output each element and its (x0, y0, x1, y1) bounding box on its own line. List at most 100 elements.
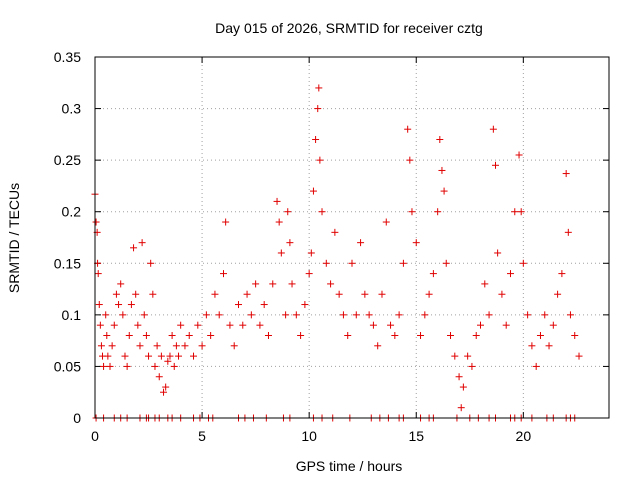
x-tick-label: 15 (408, 428, 424, 444)
data-point (517, 208, 525, 216)
data-point (315, 84, 323, 92)
y-tick-label: 0.15 (54, 255, 81, 271)
data-point (406, 156, 414, 164)
data-point (387, 321, 395, 329)
data-point (117, 280, 125, 288)
data-point (348, 259, 356, 267)
y-axis-ticks: 0 0.05 0.1 0.15 0.2 0.25 0.3 0.35 (54, 49, 609, 426)
data-point (357, 239, 365, 247)
data-point (136, 342, 144, 350)
y-tick-label: 0.2 (62, 204, 82, 220)
chart-title: Day 015 of 2026, SRMTID for receiver czt… (215, 20, 483, 36)
data-point (168, 331, 176, 339)
plot-frame (94, 56, 610, 419)
data-point (558, 270, 566, 278)
data-point (515, 151, 523, 159)
x-axis-ticks: 0 5 10 15 20 (91, 57, 531, 444)
data-point (442, 259, 450, 267)
data-point (472, 331, 480, 339)
y-tick-label: 0.05 (54, 358, 81, 374)
data-point (511, 208, 519, 216)
data-point (142, 331, 150, 339)
data-point (260, 301, 268, 309)
data-point (312, 136, 320, 144)
y-tick-label: 0.3 (62, 101, 82, 117)
data-point (207, 331, 215, 339)
data-point (284, 208, 292, 216)
data-point (256, 321, 264, 329)
data-point (125, 331, 133, 339)
grid-lines (95, 57, 609, 418)
data-point (149, 290, 157, 298)
data-point (286, 239, 294, 247)
data-point (134, 321, 142, 329)
data-point (566, 311, 574, 319)
data-point (457, 404, 465, 412)
data-point (282, 311, 290, 319)
data-point (502, 321, 510, 329)
data-point (264, 331, 272, 339)
data-point (528, 342, 536, 350)
data-point (230, 342, 238, 350)
data-point (110, 321, 118, 329)
data-point (170, 362, 178, 370)
data-point (532, 362, 540, 370)
data-point (177, 321, 185, 329)
data-point (494, 249, 502, 257)
data-point (288, 280, 296, 288)
data-point (562, 170, 570, 178)
data-point (451, 352, 459, 360)
data-point (498, 290, 506, 298)
data-point (95, 301, 103, 309)
data-point (399, 259, 407, 267)
y-axis-label: SRMTID / TECUs (6, 183, 22, 293)
data-point (153, 342, 161, 350)
data-point (108, 342, 116, 350)
data-point (438, 166, 446, 174)
data-point (344, 331, 352, 339)
y-tick-label: 0 (73, 410, 81, 426)
data-point (292, 311, 300, 319)
data-point (185, 331, 193, 339)
data-point (301, 301, 309, 309)
data-point (202, 311, 210, 319)
data-point (175, 352, 183, 360)
x-tick-label: 0 (91, 428, 99, 444)
data-point (132, 290, 140, 298)
y-tick-label: 0.35 (54, 49, 81, 65)
data-point (564, 228, 572, 236)
data-point (425, 290, 433, 298)
data-point (172, 342, 180, 350)
data-point (307, 249, 315, 257)
data-point (440, 187, 448, 195)
data-points (91, 84, 583, 422)
data-point (489, 125, 497, 133)
data-point (162, 383, 170, 391)
data-point (252, 280, 260, 288)
data-point (92, 218, 100, 226)
data-point (160, 388, 168, 396)
x-axis-label: GPS time / hours (296, 458, 403, 474)
data-point (491, 161, 499, 169)
data-point (436, 136, 444, 144)
data-point (421, 311, 429, 319)
data-point (571, 331, 579, 339)
data-point (339, 311, 347, 319)
y-tick-label: 0.25 (54, 152, 81, 168)
data-point (211, 290, 219, 298)
data-point (181, 342, 189, 350)
data-point (112, 290, 120, 298)
data-point (365, 311, 373, 319)
data-point (103, 331, 111, 339)
data-point (575, 352, 583, 360)
data-point (215, 311, 223, 319)
data-point (519, 259, 527, 267)
y-tick-label: 0.1 (62, 307, 82, 323)
data-point (408, 208, 416, 216)
data-point (226, 321, 234, 329)
data-point (140, 311, 148, 319)
data-point (434, 208, 442, 216)
data-point (316, 156, 324, 164)
data-point (485, 311, 493, 319)
data-point (468, 362, 476, 370)
